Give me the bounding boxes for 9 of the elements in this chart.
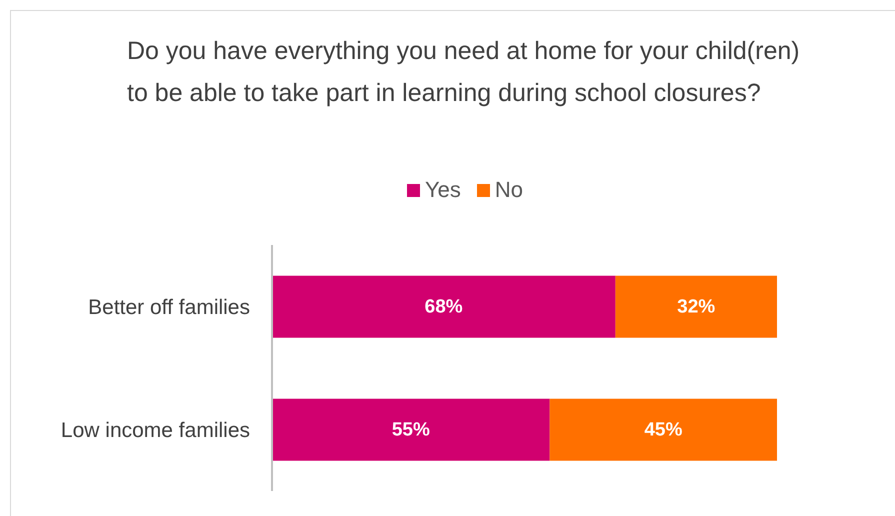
data-label: 55% (392, 419, 430, 440)
legend-label: No (494, 177, 523, 203)
y-tick-label: Better off families (88, 296, 250, 319)
chart-title: Do you have everything you need at home for your child(ren) to be able to take part in learning during school closures? (127, 36, 801, 109)
data-label: 45% (644, 419, 682, 440)
data-label: 68% (424, 296, 463, 318)
y-tick-label: Low income families (60, 418, 250, 442)
legend-label: Yes (424, 177, 461, 203)
data-label: 32% (677, 296, 716, 318)
